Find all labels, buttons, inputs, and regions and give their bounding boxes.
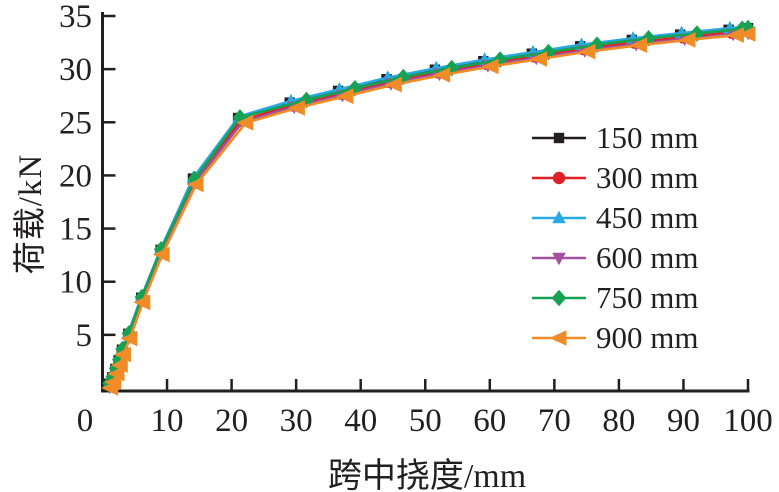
- data-point-marker-900mm: [110, 357, 128, 373]
- data-point-marker-900mm: [152, 246, 170, 263]
- data-point-marker-900mm: [336, 88, 354, 104]
- triangle-down-icon: [552, 252, 566, 266]
- data-point-marker-900mm: [186, 176, 204, 193]
- x-tick-label: 10: [151, 403, 184, 439]
- data-point-marker-900mm: [530, 51, 547, 67]
- y-tick-label: 15: [59, 212, 92, 248]
- y-tick-label: 10: [59, 265, 92, 301]
- data-point-marker-900mm: [236, 115, 254, 131]
- y-tick-label: 20: [59, 158, 92, 194]
- data-point-marker-900mm: [120, 330, 138, 347]
- data-point-marker-750mm: [153, 241, 169, 258]
- legend-item-900mm: 900 mm: [530, 318, 698, 358]
- circle-icon: [552, 171, 566, 185]
- data-point-marker-900mm: [114, 346, 131, 363]
- legend-item-300mm: 300 mm: [530, 158, 698, 198]
- data-point-marker-900mm: [678, 32, 696, 48]
- x-axis-title: 跨中挠度/mm: [327, 458, 527, 492]
- x-tick-label: 40: [344, 403, 377, 439]
- data-point-marker-900mm: [738, 26, 756, 42]
- data-point-marker-900mm: [133, 294, 151, 311]
- legend: 150 mm 300 mm 450 mm 600 mm 750 mm 900 m…: [530, 118, 698, 358]
- y-tick-label: 30: [59, 52, 92, 88]
- diamond-icon: [551, 289, 567, 307]
- legend-label-150mm: 150 mm: [596, 120, 699, 155]
- legend-item-600mm: 600 mm: [530, 238, 698, 278]
- legend-sample-750mm: [532, 289, 586, 307]
- x-tick-label: 20: [215, 403, 248, 439]
- x-tick-label: 70: [538, 403, 571, 439]
- x-tick-label: 50: [409, 403, 442, 439]
- data-point-marker-750mm: [187, 170, 203, 188]
- x-tick-label: 30: [280, 403, 313, 439]
- data-point-marker-900mm: [630, 37, 648, 53]
- legend-sample-450mm: [532, 210, 586, 224]
- legend-sample-150mm: [532, 132, 586, 144]
- y-tick-label: 35: [59, 0, 92, 35]
- x-tick-label: 60: [473, 403, 506, 439]
- data-point-marker-900mm: [433, 67, 451, 83]
- data-point-marker-900mm: [578, 43, 596, 60]
- series-900mm: [101, 26, 756, 396]
- legend-label-300mm: 300 mm: [596, 160, 699, 195]
- triangle-left-icon: [549, 330, 567, 346]
- data-point-marker-900mm: [481, 58, 499, 75]
- data-point-marker-900mm: [287, 100, 305, 116]
- legend-label-450mm: 450 mm: [596, 200, 699, 235]
- x-tick-label: 100: [723, 403, 773, 439]
- legend-label-900mm: 900 mm: [596, 320, 699, 355]
- data-point-marker-900mm: [104, 374, 122, 390]
- y-tick-label: 5: [76, 318, 93, 354]
- legend-item-450mm: 450 mm: [530, 198, 698, 238]
- legend-label-600mm: 600 mm: [596, 240, 699, 275]
- legend-sample-300mm: [532, 171, 586, 185]
- triangle-up-icon: [552, 210, 566, 224]
- legend-item-750mm: 750 mm: [530, 278, 698, 318]
- y-axis-title: 荷载/kN: [13, 153, 49, 275]
- data-point-marker-750mm: [232, 109, 248, 126]
- legend-sample-900mm: [532, 330, 586, 346]
- legend-label-750mm: 750 mm: [596, 280, 699, 315]
- x-tick-label: 80: [602, 403, 635, 439]
- legend-sample-600mm: [532, 252, 586, 266]
- square-icon: [553, 132, 565, 144]
- data-point-marker-900mm: [726, 27, 744, 43]
- x-tick-label: 0: [77, 403, 94, 439]
- data-point-marker-900mm: [107, 365, 125, 382]
- x-tick-label: 90: [667, 403, 700, 439]
- data-point-marker-900mm: [384, 76, 402, 93]
- y-tick-label: 25: [59, 105, 92, 141]
- legend-item-150mm: 150 mm: [530, 118, 698, 158]
